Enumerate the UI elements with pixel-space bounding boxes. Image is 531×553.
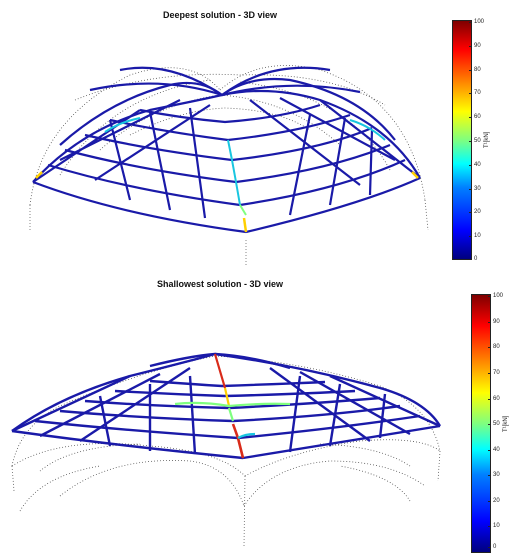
mid-force-member [223,387,231,407]
guide-dot-lines [29,65,429,265]
colorbar-tick: 60 [488,396,500,402]
mid-force-member [227,407,235,422]
diagonal [288,375,387,453]
colorbar-tick: 0 [487,544,497,550]
rib [47,159,406,207]
colorbar-tick: 80 [469,67,481,73]
colorbar-tick: 20 [469,209,481,215]
colorbar-tick: 100 [468,19,485,25]
mid-force-member [227,139,237,183]
diagonal [108,107,207,219]
figure-title: Deepest solution - 3D view [162,10,278,20]
colorbar-tick: 50 [469,138,481,144]
dotted-arch [29,67,221,206]
high-force-member [231,423,245,459]
dotted-arch [39,443,141,472]
diagonal [288,114,374,216]
mid-force-member [174,401,291,408]
guide-dot-lines [11,355,441,547]
dotted-arch [59,460,245,507]
colorbar-tick: 0 [468,256,478,262]
diagonal [11,367,191,442]
dotted-arch [11,443,246,477]
colorbar-tick: 10 [488,523,500,529]
front-arch-left [32,180,247,234]
blue-members [11,352,442,460]
colorbar [452,20,472,260]
rib [109,113,351,142]
rib [221,77,396,141]
vault-3d-plot [11,352,442,547]
mid-force-member [235,181,241,206]
colorbar-tick: 90 [488,319,500,325]
colorbar-tick: 70 [469,90,481,96]
colorbar-tick: 90 [469,43,481,49]
dotted-arch [243,460,426,507]
colorbar-label: T¹[kN] [484,131,490,148]
colorbar-tick: 20 [488,498,500,504]
mid-force-member [239,204,247,216]
colorbar-tick: 40 [488,447,500,453]
colorbar-tick: 50 [488,421,500,427]
crease [89,82,361,97]
colorbar-tick: 100 [487,293,504,299]
dotted-arch [19,465,101,512]
rib [64,143,391,184]
diagonal [98,375,197,455]
high-force-member [411,171,419,179]
colorbar-tick: 30 [488,472,500,478]
high-force-member [213,353,227,389]
dotted-arch [339,465,411,502]
colorbar-tick: 60 [469,114,481,120]
deepest-solution-panel: Deepest solution - 3D view [0,0,531,272]
colorbar-tick: 10 [469,233,481,239]
front-arch-left [11,429,244,460]
rib [139,103,321,124]
dotted-arch [11,355,216,467]
dotted-arch [129,107,311,136]
front-arch-right [245,176,421,234]
dotted-arch [11,450,441,547]
colored-members [174,353,291,459]
dotted-arch [319,443,411,467]
front-arch-right [242,424,441,460]
dotted-arch [29,199,429,265]
figure-title: Shallowest solution - 3D view [156,279,284,289]
mid-force-member [349,119,386,141]
mid-force-member [104,117,141,133]
shallowest-solution-panel: Shallowest solution - 3D view [0,276,531,553]
colorbar-label: T¹[kN] [503,415,509,432]
high-force-member [242,217,248,233]
colorbar-tick: 30 [469,186,481,192]
dotted-arch [244,439,441,477]
blue-members [32,66,421,234]
colorbar-tick: 80 [488,344,500,350]
colorbar-tick: 70 [488,370,500,376]
high-force-member [35,171,43,179]
colorbar-tick: 40 [469,162,481,168]
vault-3d-plot [29,65,429,265]
colored-members [35,117,419,233]
mid-force-member [237,432,256,439]
